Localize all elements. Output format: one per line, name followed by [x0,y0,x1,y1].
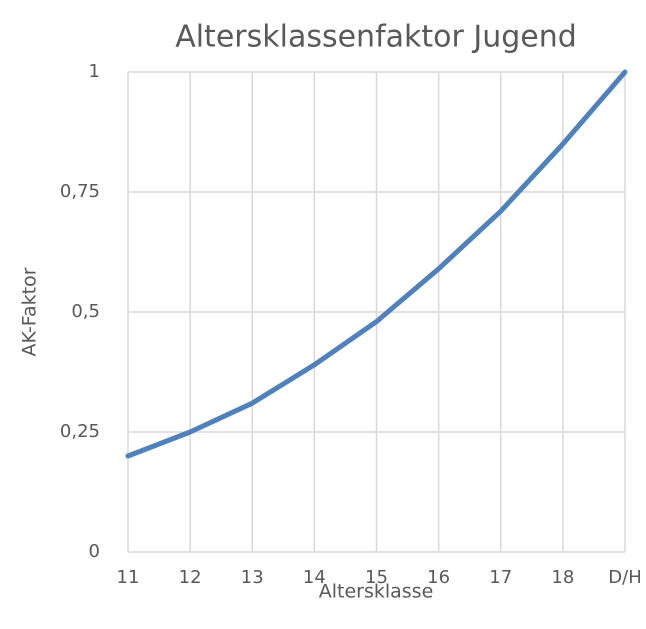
chart-title: Altersklassenfaktor Jugend [175,20,577,55]
x-tick-label: 15 [365,567,388,588]
y-tick-label: 0,5 [71,301,100,322]
x-tick-label: 16 [427,567,450,588]
x-tick-label: 14 [303,567,326,588]
x-tick-label: 12 [179,567,202,588]
x-tick-label: 17 [489,567,512,588]
x-tick-label: 18 [551,567,574,588]
y-axis-label: AK-Faktor [19,267,41,356]
y-tick-label: 0,75 [60,181,100,202]
y-tick-label: 1 [89,61,100,82]
x-tick-label: D/H [608,567,641,588]
x-axis-label: Altersklasse [319,581,434,603]
x-tick-label: 11 [117,567,140,588]
y-tick-label: 0,25 [60,421,100,442]
y-tick-label: 0 [89,541,100,562]
line-series [125,69,628,459]
x-tick-label: 13 [241,567,264,588]
